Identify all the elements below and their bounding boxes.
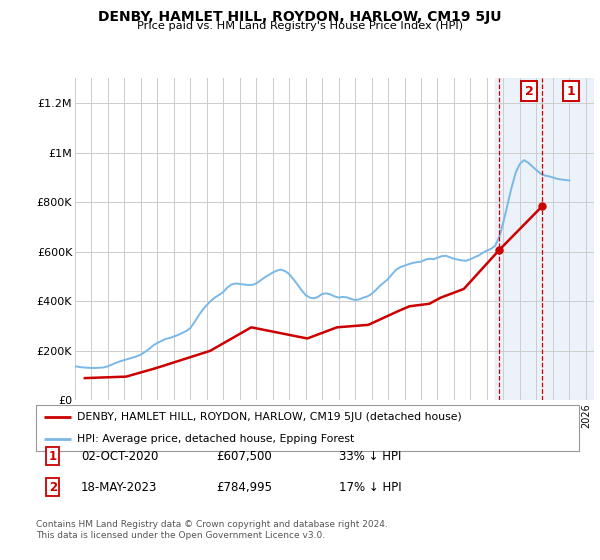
- Text: Price paid vs. HM Land Registry's House Price Index (HPI): Price paid vs. HM Land Registry's House …: [137, 21, 463, 31]
- Text: £784,995: £784,995: [216, 480, 272, 494]
- Text: 1: 1: [566, 85, 575, 98]
- Text: 17% ↓ HPI: 17% ↓ HPI: [339, 480, 401, 494]
- Text: 2: 2: [49, 480, 57, 494]
- Text: 33% ↓ HPI: 33% ↓ HPI: [339, 450, 401, 463]
- Text: 18-MAY-2023: 18-MAY-2023: [81, 480, 157, 494]
- Text: DENBY, HAMLET HILL, ROYDON, HARLOW, CM19 5JU: DENBY, HAMLET HILL, ROYDON, HARLOW, CM19…: [98, 10, 502, 24]
- Text: 2: 2: [525, 85, 533, 98]
- Text: 02-OCT-2020: 02-OCT-2020: [81, 450, 158, 463]
- Text: 1: 1: [49, 450, 57, 463]
- Text: DENBY, HAMLET HILL, ROYDON, HARLOW, CM19 5JU (detached house): DENBY, HAMLET HILL, ROYDON, HARLOW, CM19…: [77, 412, 461, 422]
- Text: Contains HM Land Registry data © Crown copyright and database right 2024.
This d: Contains HM Land Registry data © Crown c…: [36, 520, 388, 540]
- Text: HPI: Average price, detached house, Epping Forest: HPI: Average price, detached house, Eppi…: [77, 435, 354, 444]
- Bar: [495, 78, 594, 400]
- Text: £607,500: £607,500: [216, 450, 272, 463]
